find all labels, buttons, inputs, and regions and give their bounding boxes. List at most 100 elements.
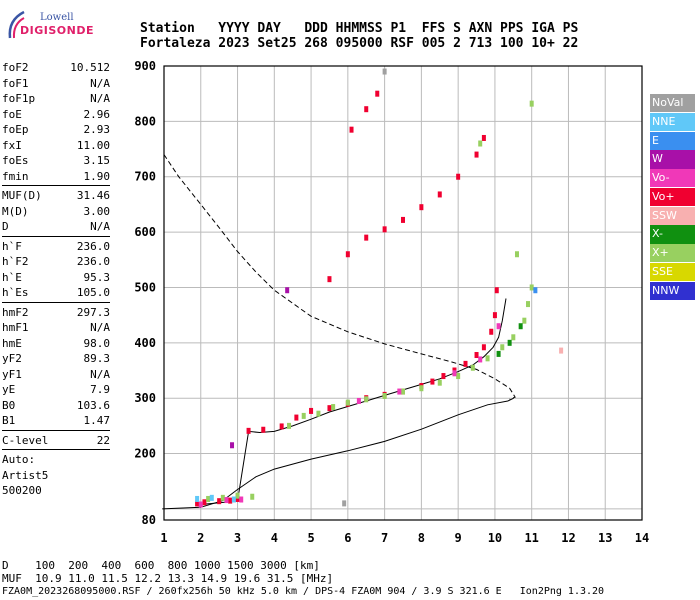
file-info-row: FZA0M_2023268095000.RSF / 260fx256h 50 k… <box>2 586 605 597</box>
data-point-x <box>316 410 321 417</box>
param-value: 95.3 <box>83 270 111 284</box>
data-point-x <box>478 140 483 147</box>
data-point-vo <box>327 405 332 412</box>
param-value: 2.93 <box>83 123 111 136</box>
param-key: yF2 <box>2 352 22 365</box>
param-key: foF1 <box>2 76 29 90</box>
param-row: hmE 98.0 <box>2 336 110 352</box>
data-point-x <box>511 334 516 341</box>
data-point-vo <box>496 323 501 330</box>
data-point-x <box>437 379 442 386</box>
param-key: fxI <box>2 138 22 152</box>
data-point-ssw <box>559 347 564 354</box>
data-point-vo <box>364 106 369 113</box>
param-value: 105.0 <box>76 286 110 299</box>
data-point-x <box>470 364 475 371</box>
x-tick-label: 10 <box>488 531 502 545</box>
data-point-x <box>522 317 527 324</box>
param-key: foEp <box>2 123 29 136</box>
x-tick-label: 13 <box>598 531 612 545</box>
param-row: yE 7.9 <box>2 382 110 398</box>
param-key: h`F <box>2 239 22 253</box>
data-point-vo <box>224 497 229 504</box>
data-point-x <box>235 492 240 499</box>
param-value: 31.46 <box>76 189 110 202</box>
data-point-vo <box>401 216 405 223</box>
y-tick-label: 80 <box>142 513 156 527</box>
data-point-vo <box>364 234 369 241</box>
data-point-x <box>345 399 350 406</box>
param-value: 89.3 <box>83 352 111 365</box>
data-point-x <box>500 344 505 351</box>
auto-text: Auto: <box>2 453 36 466</box>
legend-item: SSW <box>650 206 695 225</box>
data-point-x <box>364 396 369 403</box>
plot-frame <box>163 65 643 521</box>
param-separator <box>2 185 110 186</box>
data-point-x <box>507 339 512 346</box>
param-key: h`E <box>2 270 22 284</box>
param-key: h`Es <box>2 286 29 299</box>
lowell-digisonde-logo: Lowell DIGISONDE <box>6 6 93 42</box>
trace-line <box>200 298 507 505</box>
data-point-vo <box>474 352 479 359</box>
legend-item: SSE <box>650 263 695 282</box>
data-point-x <box>382 392 387 399</box>
x-tick-label: 7 <box>381 531 388 545</box>
legend-item: E <box>650 131 695 150</box>
param-value: 22 <box>96 433 110 447</box>
legend-item: NNE <box>650 112 695 131</box>
data-point-nne <box>195 495 200 502</box>
header-line-1: Station YYYY DAY DDD HHMMSS P1 FFS S AXN… <box>140 21 579 36</box>
param-row: h`F2 236.0 <box>2 254 110 270</box>
param-key: hmF2 <box>2 305 29 319</box>
data-point-e <box>533 287 538 294</box>
x-tick-label: 5 <box>307 531 314 545</box>
param-row: fxI 11.00 <box>2 138 110 154</box>
data-point-vo <box>397 388 402 395</box>
data-point-vo <box>235 495 240 502</box>
param-key: hmF1 <box>2 321 29 334</box>
param-key: M(D) <box>2 204 29 218</box>
data-point-w <box>230 442 235 449</box>
data-point-noval <box>342 500 347 507</box>
data-point-vo <box>217 498 222 505</box>
data-point-x <box>419 385 424 392</box>
param-row: foF2 10.512 <box>2 60 110 76</box>
param-key: h`F2 <box>2 255 29 268</box>
param-row: C-level 22 <box>2 433 110 449</box>
parameter-panel: foF2 10.512 foF1 N/A foF1p N/A foE 2.96 foEp 2.93… <box>2 60 110 499</box>
legend-item: W <box>650 150 695 169</box>
param-row: h`F 236.0 <box>2 239 110 255</box>
data-point-vo <box>198 501 203 508</box>
legend-item: Vo+ <box>650 187 695 207</box>
legend-item: X- <box>650 225 695 244</box>
data-point-x <box>526 301 531 308</box>
data-point-vo <box>345 251 350 258</box>
data-point-vo <box>327 276 332 283</box>
param-key: hmE <box>2 336 22 350</box>
param-key: yE <box>2 383 16 396</box>
legend: NoVal NNE E W Vo- Vo+ SSW X- X+ SSE NNW <box>650 94 695 301</box>
data-point-vo <box>279 423 284 430</box>
x-tick-label: 6 <box>344 531 351 545</box>
param-key: B1 <box>2 414 16 427</box>
param-value: 1.47 <box>83 414 111 427</box>
param-row: D N/A <box>2 219 110 235</box>
param-row: M(D) 3.00 <box>2 204 110 220</box>
data-point-nne <box>231 496 236 503</box>
param-key: yF1 <box>2 367 22 381</box>
x-tick-label: 8 <box>418 531 425 545</box>
x-tick-label: 14 <box>635 531 649 545</box>
data-point-x <box>301 412 306 419</box>
data-point-vo <box>195 500 200 507</box>
param-value: 3.15 <box>83 154 111 167</box>
data-point-vo <box>239 496 244 503</box>
param-value: 98.0 <box>83 336 111 350</box>
param-value: 103.6 <box>76 398 110 412</box>
param-value: 10.512 <box>70 61 110 74</box>
param-value: N/A <box>90 220 110 233</box>
data-point-vo <box>246 427 251 434</box>
data-point-vo <box>492 312 497 319</box>
